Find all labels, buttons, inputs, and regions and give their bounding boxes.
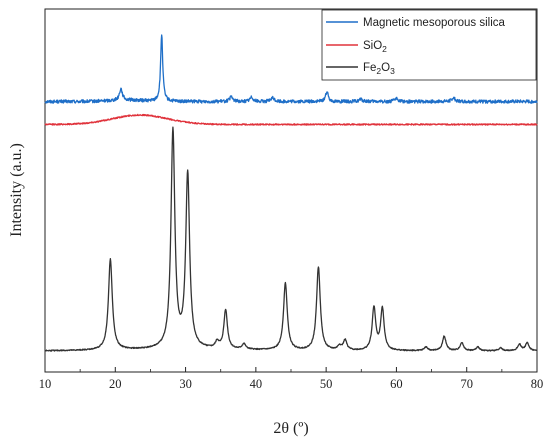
series-line-magnetic-mesoporous-silica [44, 34, 538, 104]
legend-label-fe2o3: Fe2O3 [363, 62, 395, 76]
legend-label-sio2: SiO2 [363, 40, 387, 54]
x-tick-label-20: 20 [109, 377, 122, 391]
legend: Magnetic mesoporous silica SiO2 Fe2O3 [321, 9, 537, 81]
legend-entry-fe2o3: Fe2O3 [326, 62, 395, 76]
legend-entry-sio2: SiO2 [326, 40, 387, 54]
series-line-sio2 [44, 113, 538, 126]
x-axis-ticks: 10 20 30 40 50 60 70 80 [39, 367, 544, 391]
series-layer [44, 34, 538, 352]
x-tick-label-50: 50 [320, 377, 333, 391]
series-line-fe2o3 [44, 126, 538, 352]
legend-entry-magnetic: Magnetic mesoporous silica [326, 17, 506, 29]
x-tick-label-40: 40 [250, 377, 263, 391]
x-tick-label-60: 60 [390, 377, 403, 391]
x-tick-label-80: 80 [531, 377, 544, 391]
legend-label-magnetic: Magnetic mesoporous silica [363, 17, 506, 29]
x-tick-label-30: 30 [179, 377, 192, 391]
x-tick-label-70: 70 [460, 377, 473, 391]
x-tick-label-10: 10 [39, 377, 52, 391]
y-axis-title: Intensity (a.u.) [8, 143, 25, 237]
x-axis-title: 2θ (º) [273, 420, 308, 437]
